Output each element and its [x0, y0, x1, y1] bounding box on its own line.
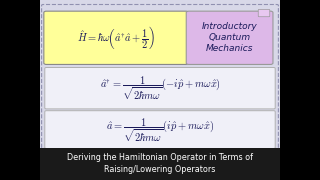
Bar	[280, 0, 320, 180]
FancyBboxPatch shape	[42, 4, 278, 148]
FancyBboxPatch shape	[44, 11, 188, 64]
Bar	[0, 0, 40, 180]
FancyBboxPatch shape	[45, 68, 275, 109]
Text: $\hat{H} = \hbar\omega\!\left(\hat{a}^{\dagger}\hat{a} + \dfrac{1}{2}\right)$: $\hat{H} = \hbar\omega\!\left(\hat{a}^{\…	[77, 24, 155, 51]
Text: $\hat{a}^{\dagger} = \dfrac{1}{\sqrt{2\hbar m\omega}}(-i\hat{p} + m\omega\hat{x}: $\hat{a}^{\dagger} = \dfrac{1}{\sqrt{2\h…	[100, 74, 220, 102]
Text: Deriving the Hamiltonian Operator in Terms of
Raising/Lowering Operators: Deriving the Hamiltonian Operator in Ter…	[67, 153, 253, 174]
Text: Introductory
Quantum
Mechanics: Introductory Quantum Mechanics	[202, 22, 258, 53]
Text: $\hat{a} = \dfrac{1}{\sqrt{2\hbar m\omega}}(i\hat{p} + m\omega\hat{x})$: $\hat{a} = \dfrac{1}{\sqrt{2\hbar m\omeg…	[106, 116, 214, 144]
Bar	[40, 0, 280, 180]
FancyBboxPatch shape	[258, 9, 270, 17]
Bar	[0, 148, 320, 180]
FancyBboxPatch shape	[45, 111, 275, 148]
FancyBboxPatch shape	[186, 11, 273, 64]
